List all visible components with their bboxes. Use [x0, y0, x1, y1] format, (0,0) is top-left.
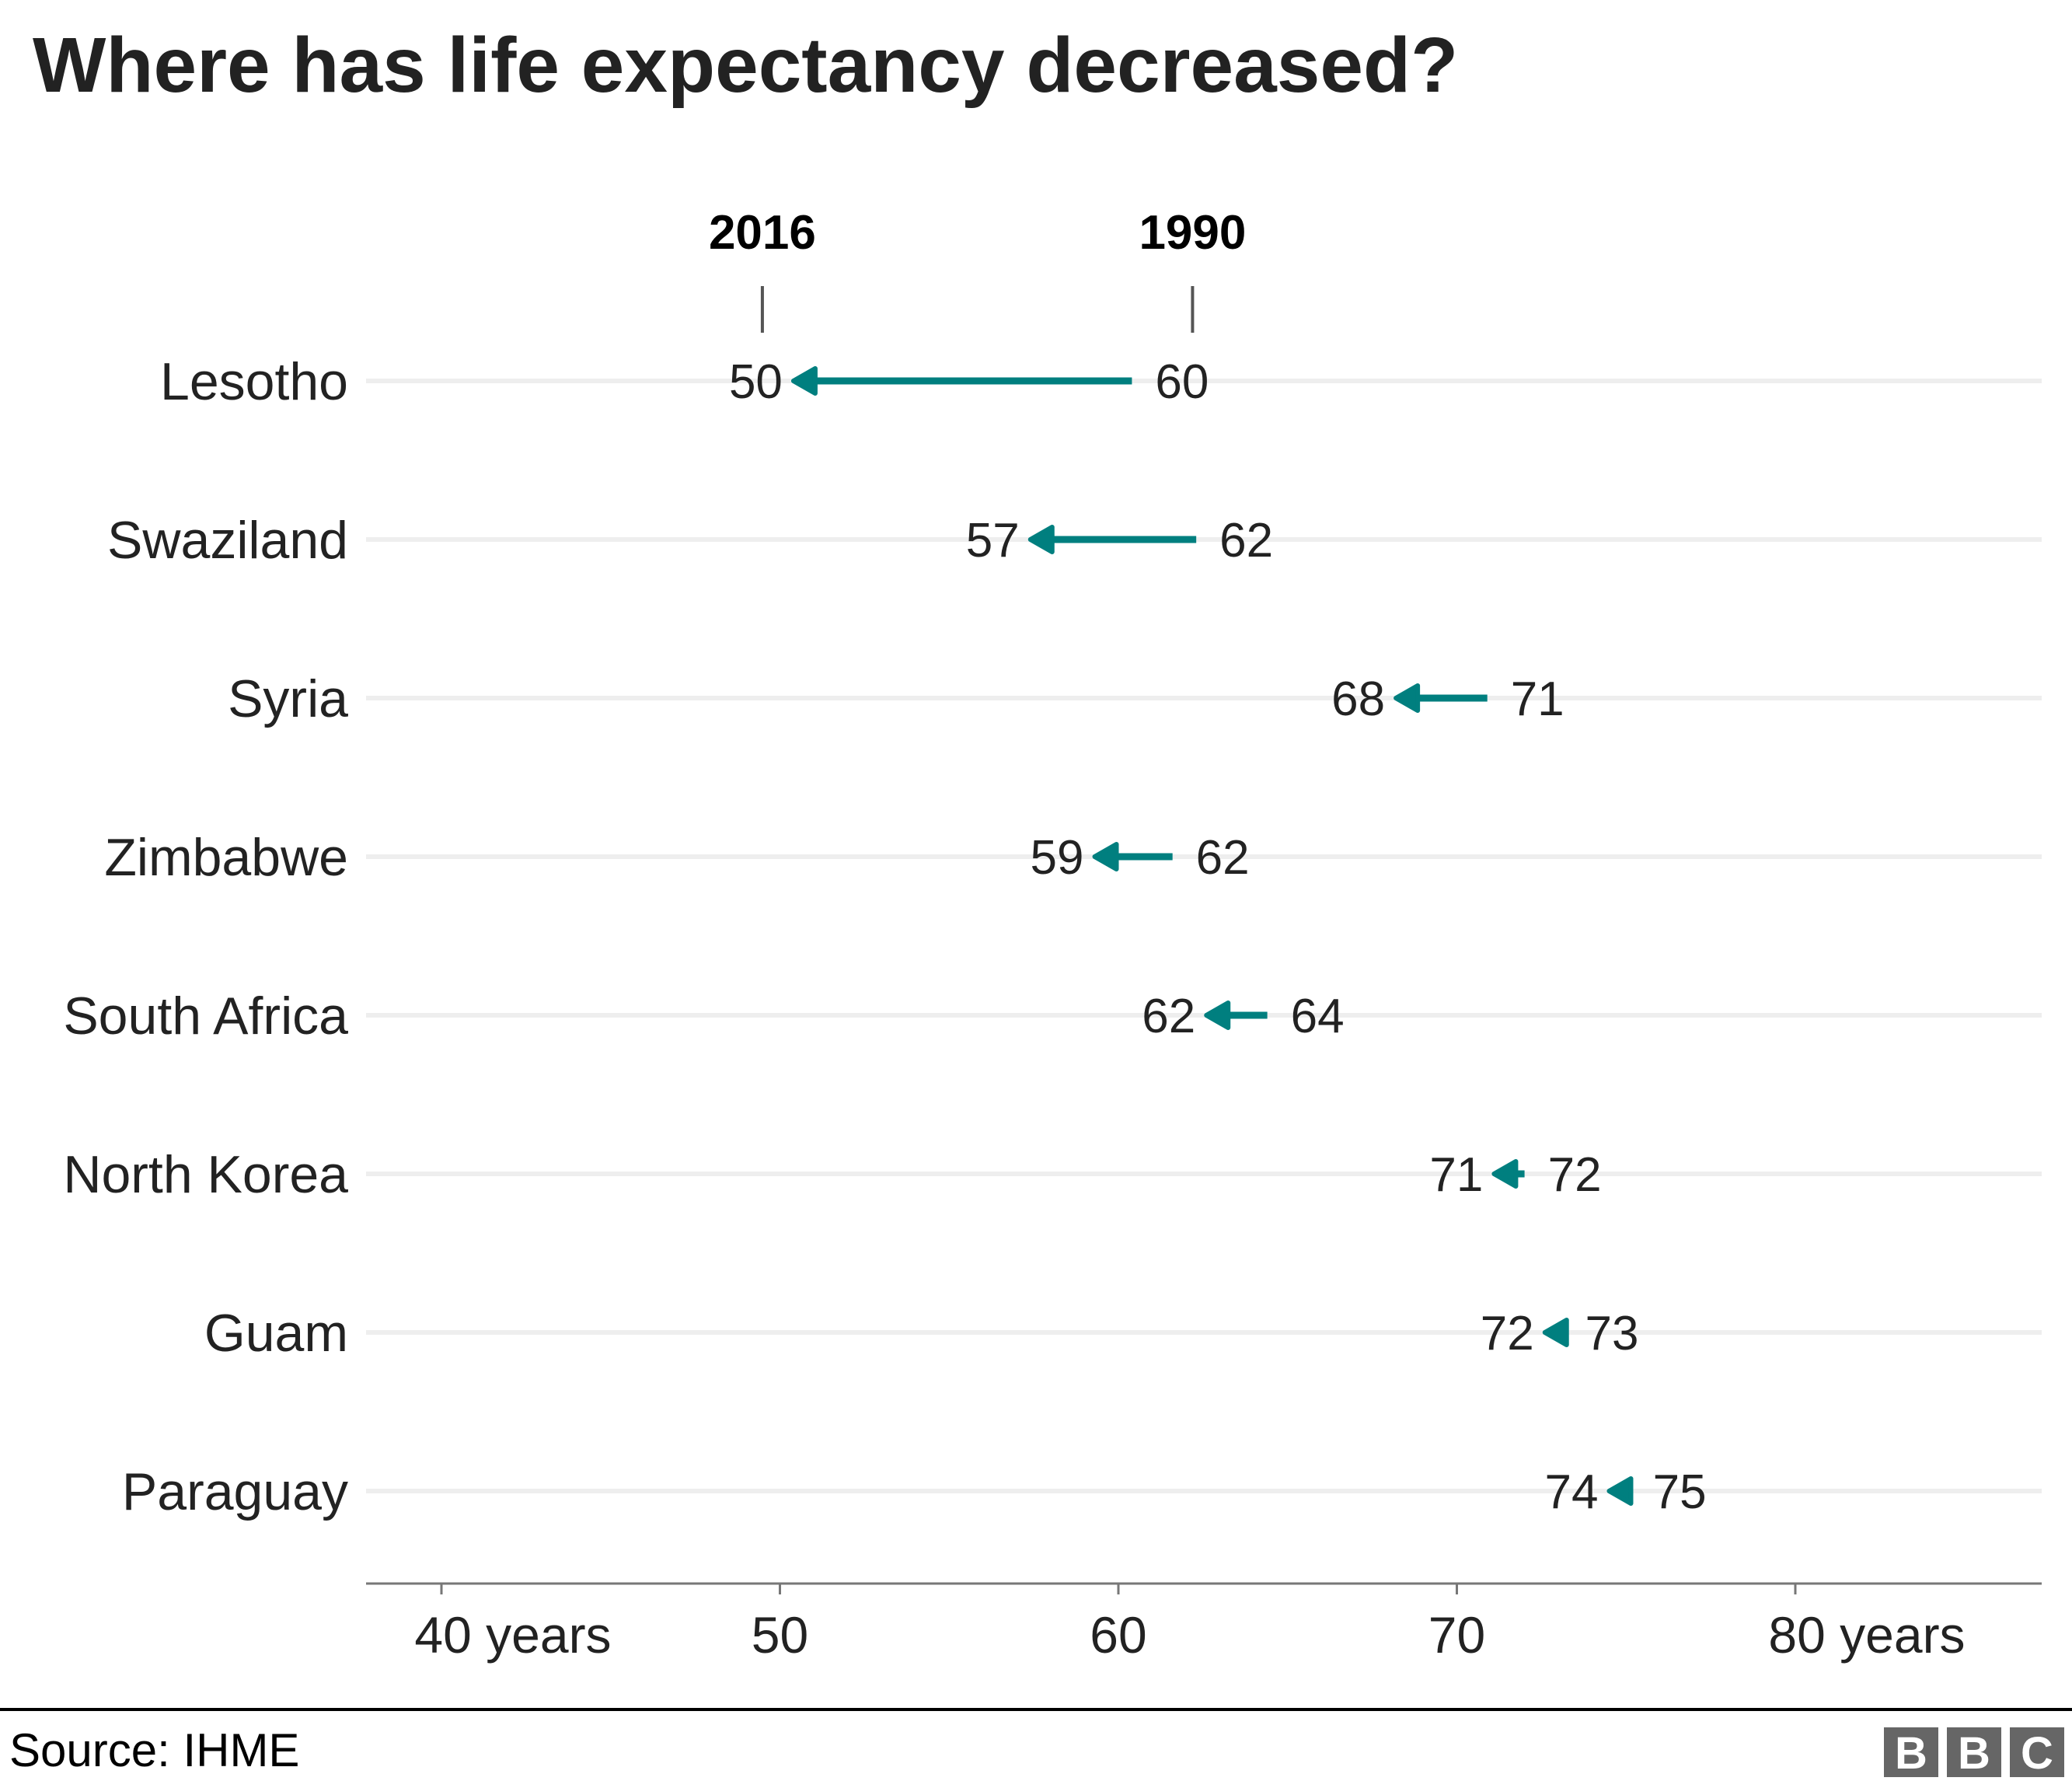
arrow-head — [790, 366, 818, 396]
value-label-1990: 75 — [1653, 1465, 1707, 1519]
country-label: South Africa — [63, 987, 348, 1046]
country-label: Swaziland — [107, 511, 348, 570]
arrow-head — [1027, 525, 1055, 554]
bbc-logo-letter: B — [1895, 1728, 1927, 1779]
chart-title: Where has life expectancy decreased? — [33, 22, 1458, 109]
arrow-head — [1491, 1159, 1519, 1189]
bbc-logo-block — [2010, 1727, 2064, 1777]
x-tick-label: 80 years — [1768, 1606, 1965, 1664]
value-label-2016: 59 — [1031, 831, 1084, 885]
value-label-1990: 73 — [1585, 1307, 1639, 1360]
row-swaziland: Swaziland 57 62 — [107, 511, 2042, 570]
x-tick-label: 70 — [1428, 1606, 1485, 1664]
row-north-korea: North Korea 71 72 — [63, 1145, 2042, 1204]
value-label-1990: 64 — [1291, 990, 1345, 1043]
arrow-head — [1394, 683, 1421, 713]
country-label: North Korea — [63, 1145, 348, 1204]
value-label-2016: 57 — [966, 514, 1020, 567]
x-tick-label: 50 — [752, 1606, 808, 1664]
legend-label-1990: 1990 — [1139, 206, 1246, 260]
value-label-2016: 50 — [729, 355, 783, 409]
row-paraguay: Paraguay 74 75 — [122, 1462, 2042, 1521]
country-label: Paraguay — [122, 1462, 348, 1521]
x-axis: 40 years 50 60 70 80 years — [366, 1582, 2042, 1664]
rows: Lesotho 50 60 Swaziland 57 62 Syria 68 71 Zimbabw… — [63, 352, 2042, 1521]
bbc-logo-block — [1884, 1727, 1938, 1777]
country-label: Guam — [204, 1304, 348, 1363]
x-tick-label: 60 — [1090, 1606, 1146, 1664]
value-label-2016: 68 — [1331, 672, 1385, 726]
x-tick-label: 40 years — [414, 1606, 611, 1664]
arrow-head — [1092, 842, 1119, 871]
arrow-head — [1204, 1001, 1231, 1030]
value-label-2016: 74 — [1545, 1465, 1599, 1519]
bbc-logo-block — [1947, 1727, 2001, 1777]
value-label-2016: 71 — [1429, 1148, 1483, 1202]
row-syria: Syria 68 71 — [228, 669, 2042, 728]
value-label-1990: 71 — [1511, 672, 1564, 726]
row-lesotho: Lesotho 50 60 — [160, 352, 2042, 411]
arrow-head — [1542, 1318, 1569, 1347]
arrow-head — [1606, 1476, 1634, 1506]
legend-label-2016: 2016 — [709, 206, 816, 260]
source-text: Source: IHME — [9, 1724, 299, 1776]
bbc-logo-letter: B — [1958, 1728, 1990, 1779]
country-label: Lesotho — [160, 352, 348, 411]
row-south-africa: South Africa 62 64 — [63, 987, 2042, 1046]
value-label-1990: 60 — [1155, 355, 1209, 409]
row-zimbabwe: Zimbabwe 59 62 — [104, 828, 2042, 887]
value-label-1990: 62 — [1196, 831, 1250, 885]
value-label-1990: 72 — [1548, 1148, 1602, 1202]
row-guam: Guam 72 73 — [204, 1304, 2042, 1363]
value-label-2016: 62 — [1142, 990, 1195, 1043]
value-label-2016: 72 — [1481, 1307, 1534, 1360]
bbc-logo-letter: C — [2021, 1728, 2053, 1779]
legend: 2016 1990 — [709, 206, 1246, 333]
country-label: Zimbabwe — [104, 828, 348, 887]
value-label-1990: 62 — [1219, 514, 1273, 567]
country-label: Syria — [228, 669, 348, 728]
